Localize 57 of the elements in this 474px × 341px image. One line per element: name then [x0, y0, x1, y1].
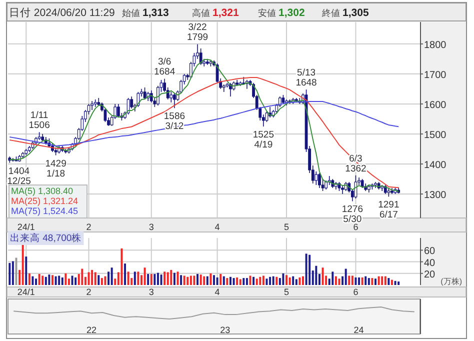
- x-tick-label: 24/1: [17, 222, 35, 232]
- x-tick-label: 23: [220, 325, 230, 335]
- x-tick-label: 2: [86, 287, 92, 297]
- x-tick-label: 3: [148, 222, 154, 232]
- y-tick-label: 20: [424, 269, 436, 280]
- annotation: 1/11 1506: [28, 110, 50, 132]
- annotation: 1525 4/19: [252, 129, 274, 150]
- candlestick: [318, 172, 321, 188]
- x-tick-label: 2: [86, 222, 92, 232]
- text: 高値 1,321: [192, 7, 239, 19]
- annotation: 1429 1/18: [45, 158, 66, 180]
- text: MA(5) 1,308.40: [11, 186, 74, 196]
- text: 始値 1,313: [122, 7, 169, 19]
- y-tick-label: 1800: [424, 40, 447, 51]
- candlestick: [116, 104, 120, 118]
- y-tick-label: 60: [424, 246, 436, 258]
- text: 安値 1,302: [258, 7, 305, 19]
- x-tick-label: 6: [353, 222, 358, 232]
- x-tick-label: 5: [284, 287, 290, 297]
- y-tick-label: 1700: [424, 70, 447, 81]
- candlestick: [384, 184, 387, 194]
- candlestick: [170, 92, 173, 103]
- candlestick: [90, 100, 94, 110]
- candlestick: [126, 98, 130, 115]
- text: MA(25) 1,321.24: [11, 196, 78, 206]
- candlestick: [314, 171, 318, 186]
- x-tick-label: 24: [354, 325, 364, 335]
- y-tick-label: 1400: [424, 160, 447, 171]
- annotation: 3/22 1799: [186, 22, 208, 44]
- y-tick-label: 1500: [424, 130, 447, 141]
- x-tick-label: 24/1: [17, 287, 35, 297]
- annotation: 5/13 1648: [296, 68, 317, 89]
- text: MA(75) 1,524.45: [11, 206, 78, 216]
- chart-title: 日付 2024/06/20 11:29: [9, 7, 116, 19]
- y-tick-label: 40: [424, 258, 436, 269]
- y-axis-title: (万株): [440, 277, 462, 286]
- x-tick-label: 6: [353, 287, 358, 297]
- y-tick-label: 1600: [424, 100, 447, 111]
- annotation: 1291 6/17: [378, 200, 400, 221]
- candlestick: [354, 174, 358, 199]
- x-tick-label: 5: [284, 222, 290, 232]
- candlestick: [360, 178, 364, 188]
- candlestick: [172, 93, 176, 109]
- x-tick-label: 22: [86, 325, 97, 335]
- annotation: 3/6 1684: [154, 56, 176, 78]
- text: 終値 1,305: [321, 7, 369, 19]
- x-tick-label: 3: [148, 287, 154, 297]
- candlestick: [143, 87, 146, 100]
- chart-title: 出来高 48,700株: [10, 232, 82, 244]
- line-series: [9, 77, 400, 188]
- candlestick: [265, 111, 268, 122]
- candlestick: [199, 48, 202, 66]
- candlestick: [324, 180, 328, 190]
- y-tick-label: 1300: [424, 190, 447, 201]
- x-tick-label: 4: [214, 287, 220, 297]
- annotation: 1404 12/25: [7, 166, 31, 187]
- x-tick-label: 4: [214, 222, 220, 232]
